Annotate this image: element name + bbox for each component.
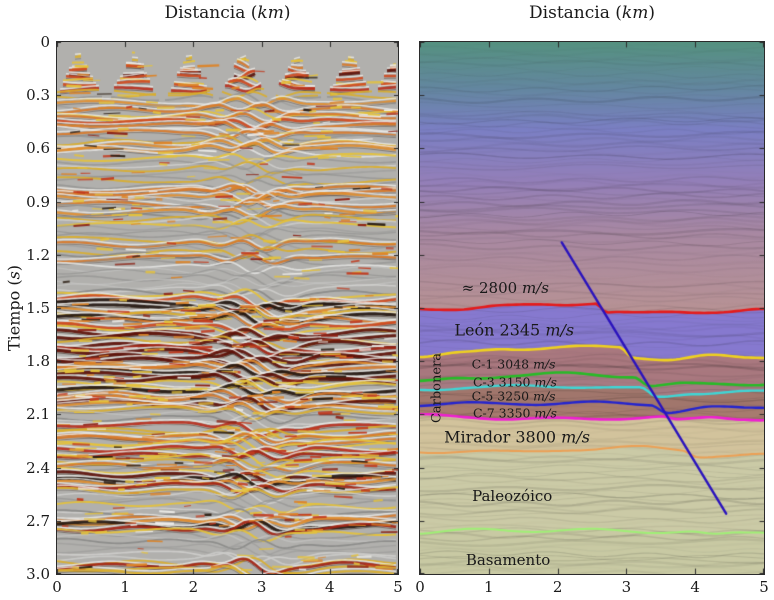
x-tick-label: 5 [759,578,769,596]
x-tick-label: 3 [256,578,267,596]
y-tick-label: 2.7 [26,511,50,530]
x-tick-label: 1 [120,578,130,596]
x-tick-label: 5 [393,578,403,596]
left-title-suffix: ) [283,3,291,23]
y-tick-label: 3.0 [26,565,50,583]
y-tick-label: 2.4 [26,458,50,477]
left-panel-title: Distancia (km) [56,3,399,23]
y-tick-label: 1.8 [26,352,50,371]
y-tick-label: 0.6 [26,139,50,158]
x-tick-label: 3 [621,578,632,596]
right-title-prefix: Distancia ( [529,3,622,23]
y-tick-label: 0.9 [26,192,50,211]
y-tick-label: 0 [40,33,50,51]
ylabel-suffix: ) [4,264,24,272]
y-tick-label: 2.1 [26,405,50,424]
x-tick-label: 2 [188,578,199,596]
x-tick-label: 1 [484,578,494,596]
x-tick-label: 0 [52,578,62,596]
x-tick-label: 2 [552,578,563,596]
x-tick-label: 0 [415,578,425,596]
x-tick-label: 4 [690,578,700,596]
y-tick-label: 1.5 [26,299,50,317]
right-title-suffix: ) [648,3,655,23]
velocity-model-canvas [419,41,765,575]
right-title-unit: km [621,3,649,23]
y-tick-label: 1.2 [26,245,50,264]
x-tick-label: 4 [325,578,335,596]
left-title-prefix: Distancia ( [164,3,258,23]
seismic-section-canvas [56,41,399,575]
y-tick-label: 0.3 [26,86,50,105]
left-title-unit: km [257,3,284,23]
right-panel-title: Distancia (km) [419,3,765,23]
ylabel-unit: s [4,271,24,280]
